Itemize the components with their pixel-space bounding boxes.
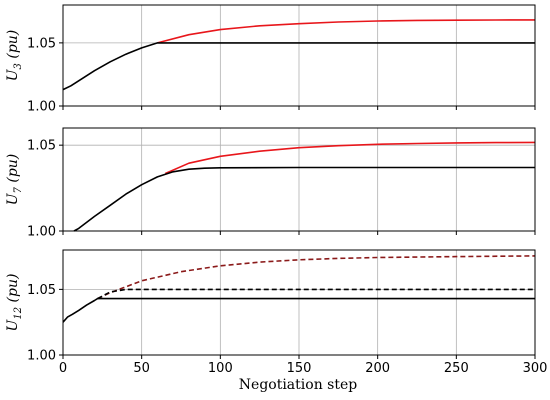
y-axis-label: U12 (pu) (5, 274, 24, 332)
y-axis-label: U7 (pu) (5, 154, 24, 206)
series-line-3 (62, 297, 535, 323)
y-tick-label: 1.05 (27, 283, 56, 298)
series-line-1 (164, 141, 536, 175)
x-tick-label: 100 (208, 361, 233, 376)
x-tick-label: 200 (365, 361, 390, 376)
series-line-1 (157, 19, 536, 44)
y-tick-label: 1.05 (27, 36, 56, 51)
x-axis-label: Negotiation step (239, 377, 357, 393)
x-tick-label: 0 (59, 361, 67, 376)
y-axis-label: U3 (pu) (5, 30, 24, 82)
x-tick-label: 150 (287, 361, 312, 376)
y-tick-label: 1.00 (27, 349, 56, 364)
y-tick-label: 1.05 (27, 139, 56, 154)
series-line-2 (62, 42, 535, 91)
x-tick-label: 250 (444, 361, 469, 376)
y-tick-label: 1.00 (27, 100, 56, 115)
panel-3: 1.00 1.05 0 50 100 150 200 250 300 U12 (pu) (5, 249, 548, 376)
series-line-2 (73, 166, 535, 232)
series-line-2 (97, 288, 535, 300)
series-line-1 (97, 255, 536, 300)
x-tick-label: 300 (523, 361, 548, 376)
y-tick-label: 1.00 (27, 225, 56, 240)
x-tick-label: 50 (133, 361, 150, 376)
